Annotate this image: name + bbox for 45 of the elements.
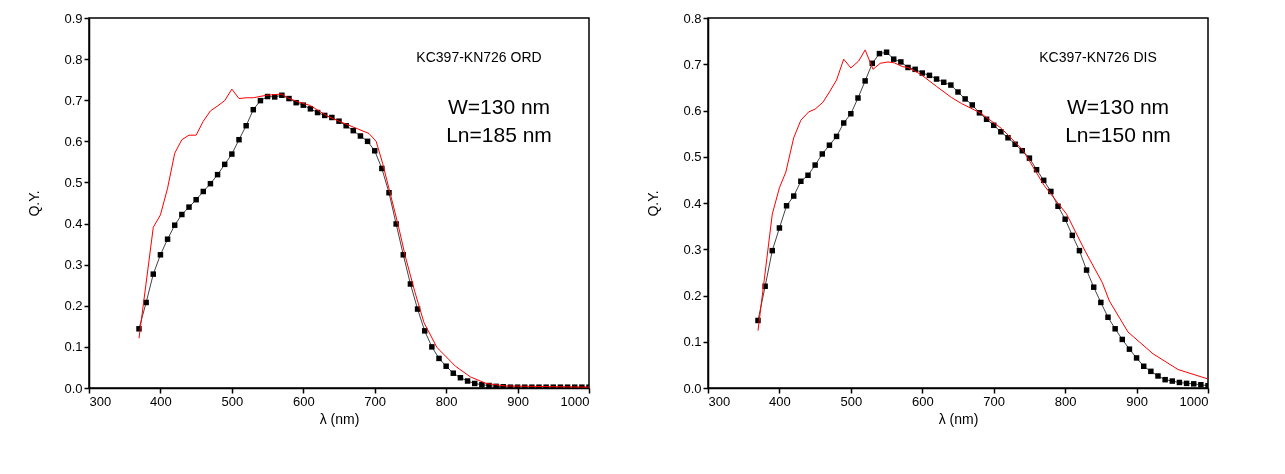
y-tick-label: 0.6 xyxy=(64,133,83,149)
annotation: KC397-KN726 DIS xyxy=(1039,49,1157,65)
x-tick-label: 400 xyxy=(150,393,172,409)
x-tick-label: 900 xyxy=(507,393,529,409)
x-tick-label: 600 xyxy=(911,393,934,409)
y-tick-label: 0.3 xyxy=(683,241,702,257)
x-tick-label: 700 xyxy=(364,393,387,409)
y-tick-label: 0.8 xyxy=(683,10,702,26)
x-tick-label: 800 xyxy=(1054,393,1077,409)
x-tick-label: 500 xyxy=(840,393,863,409)
x-tick-label: 600 xyxy=(292,393,315,409)
x-tick-label: 300 xyxy=(708,393,731,409)
x-tick-label: 300 xyxy=(89,393,112,409)
y-tick-label: 0.2 xyxy=(64,298,83,314)
y-tick-label: 0.0 xyxy=(64,380,83,396)
y-tick-label: 0.4 xyxy=(64,216,83,232)
y-tick-label: 0.5 xyxy=(683,149,702,165)
y-tick-label: 0.8 xyxy=(64,51,83,67)
x-axis-title: λ (nm) xyxy=(938,410,979,427)
y-tick-label: 0.1 xyxy=(64,339,83,355)
x-axis-title: λ (nm) xyxy=(319,410,360,427)
annotation: Ln=150 nm xyxy=(1065,123,1171,146)
x-tick-label: 400 xyxy=(769,393,791,409)
y-tick-label: 0.5 xyxy=(64,174,83,190)
x-tick-label: 1000 xyxy=(560,393,590,409)
annotation: KC397-KN726 ORD xyxy=(416,49,542,65)
x-tick-label: 900 xyxy=(1126,393,1148,409)
y-tick-label: 0.3 xyxy=(64,257,83,273)
annotation: W=130 nm xyxy=(1066,95,1170,118)
x-tick-label: 1000 xyxy=(1179,393,1209,409)
y-tick-label: 0.4 xyxy=(683,195,702,211)
annotation: Ln=185 nm xyxy=(446,123,552,146)
y-tick-label: 0.7 xyxy=(683,56,702,72)
y-axis-title: Q.Y. xyxy=(26,190,43,217)
x-tick-label: 800 xyxy=(435,393,458,409)
y-tick-label: 0.1 xyxy=(683,334,702,350)
x-tick-label: 700 xyxy=(983,393,1006,409)
y-tick-label: 0.6 xyxy=(683,103,702,118)
y-tick-label: 0.9 xyxy=(64,10,83,26)
annotation: W=130 nm xyxy=(447,95,551,118)
y-axis-title: Q.Y. xyxy=(645,190,662,217)
y-tick-label: 0.7 xyxy=(64,92,83,108)
x-tick-label: 500 xyxy=(221,393,244,409)
y-tick-label: 0.2 xyxy=(683,288,702,303)
y-tick-label: 0.0 xyxy=(683,380,702,396)
